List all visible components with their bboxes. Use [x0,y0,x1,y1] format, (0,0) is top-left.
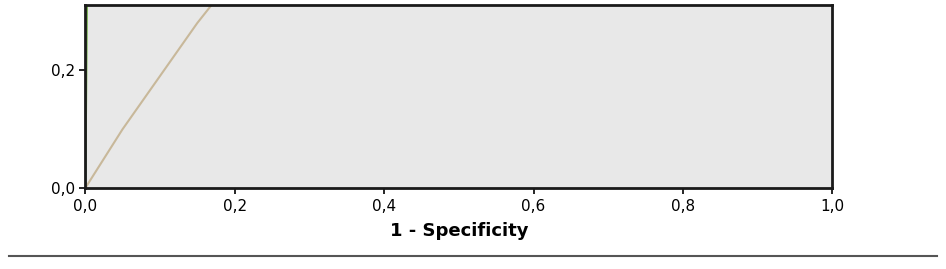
X-axis label: 1 - Specificity: 1 - Specificity [390,222,528,240]
